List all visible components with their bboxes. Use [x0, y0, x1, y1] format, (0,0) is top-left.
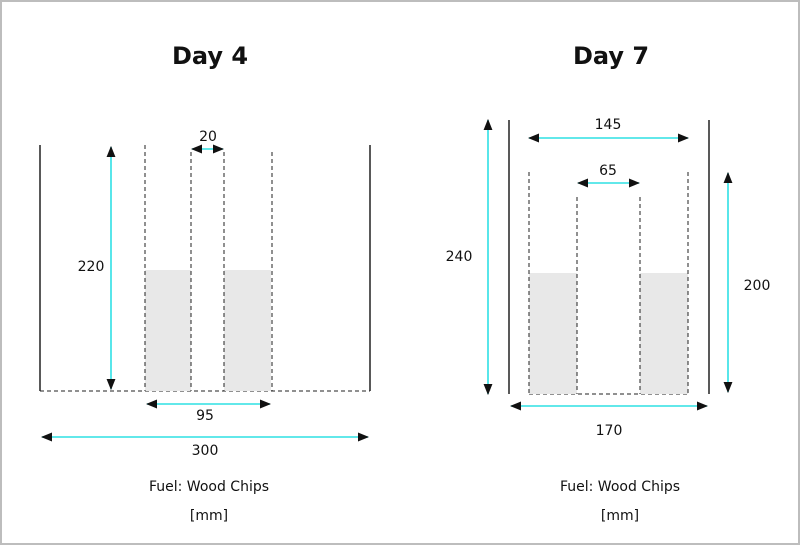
day7-bottom-width-label: 170: [596, 423, 623, 439]
day7-inner-height-label: 200: [744, 278, 771, 294]
day7-outer-height-label: 240: [446, 249, 473, 265]
day4-fuel-note: Fuel: Wood Chips: [149, 479, 269, 495]
day7-fuel-note: Fuel: Wood Chips: [560, 479, 680, 495]
day4-outer-width-label: 300: [192, 443, 219, 459]
day7-top-width-label: 145: [595, 117, 622, 133]
day7-unit-note: [mm]: [601, 508, 639, 524]
day4-inner-width-label: 95: [196, 408, 214, 424]
day4-fuel-right: [224, 270, 271, 391]
day4-height-label: 220: [78, 259, 105, 275]
day4-title: Day 4: [172, 42, 248, 70]
day4-gap-label: 20: [199, 129, 217, 145]
day7-title: Day 7: [573, 42, 649, 70]
day4-fuel-left: [145, 270, 191, 391]
day7-gap-label: 65: [599, 163, 617, 179]
day7-fuel-right: [640, 273, 688, 394]
day7-diagram: Day 7 240 145 65 200 170 Fuel: Wood Chip…: [446, 42, 771, 524]
day7-fuel-left: [529, 273, 577, 394]
day4-unit-note: [mm]: [190, 508, 228, 524]
day4-diagram: Day 4 220 20 95 300 Fuel: Wood Chips [mm…: [39, 42, 371, 524]
